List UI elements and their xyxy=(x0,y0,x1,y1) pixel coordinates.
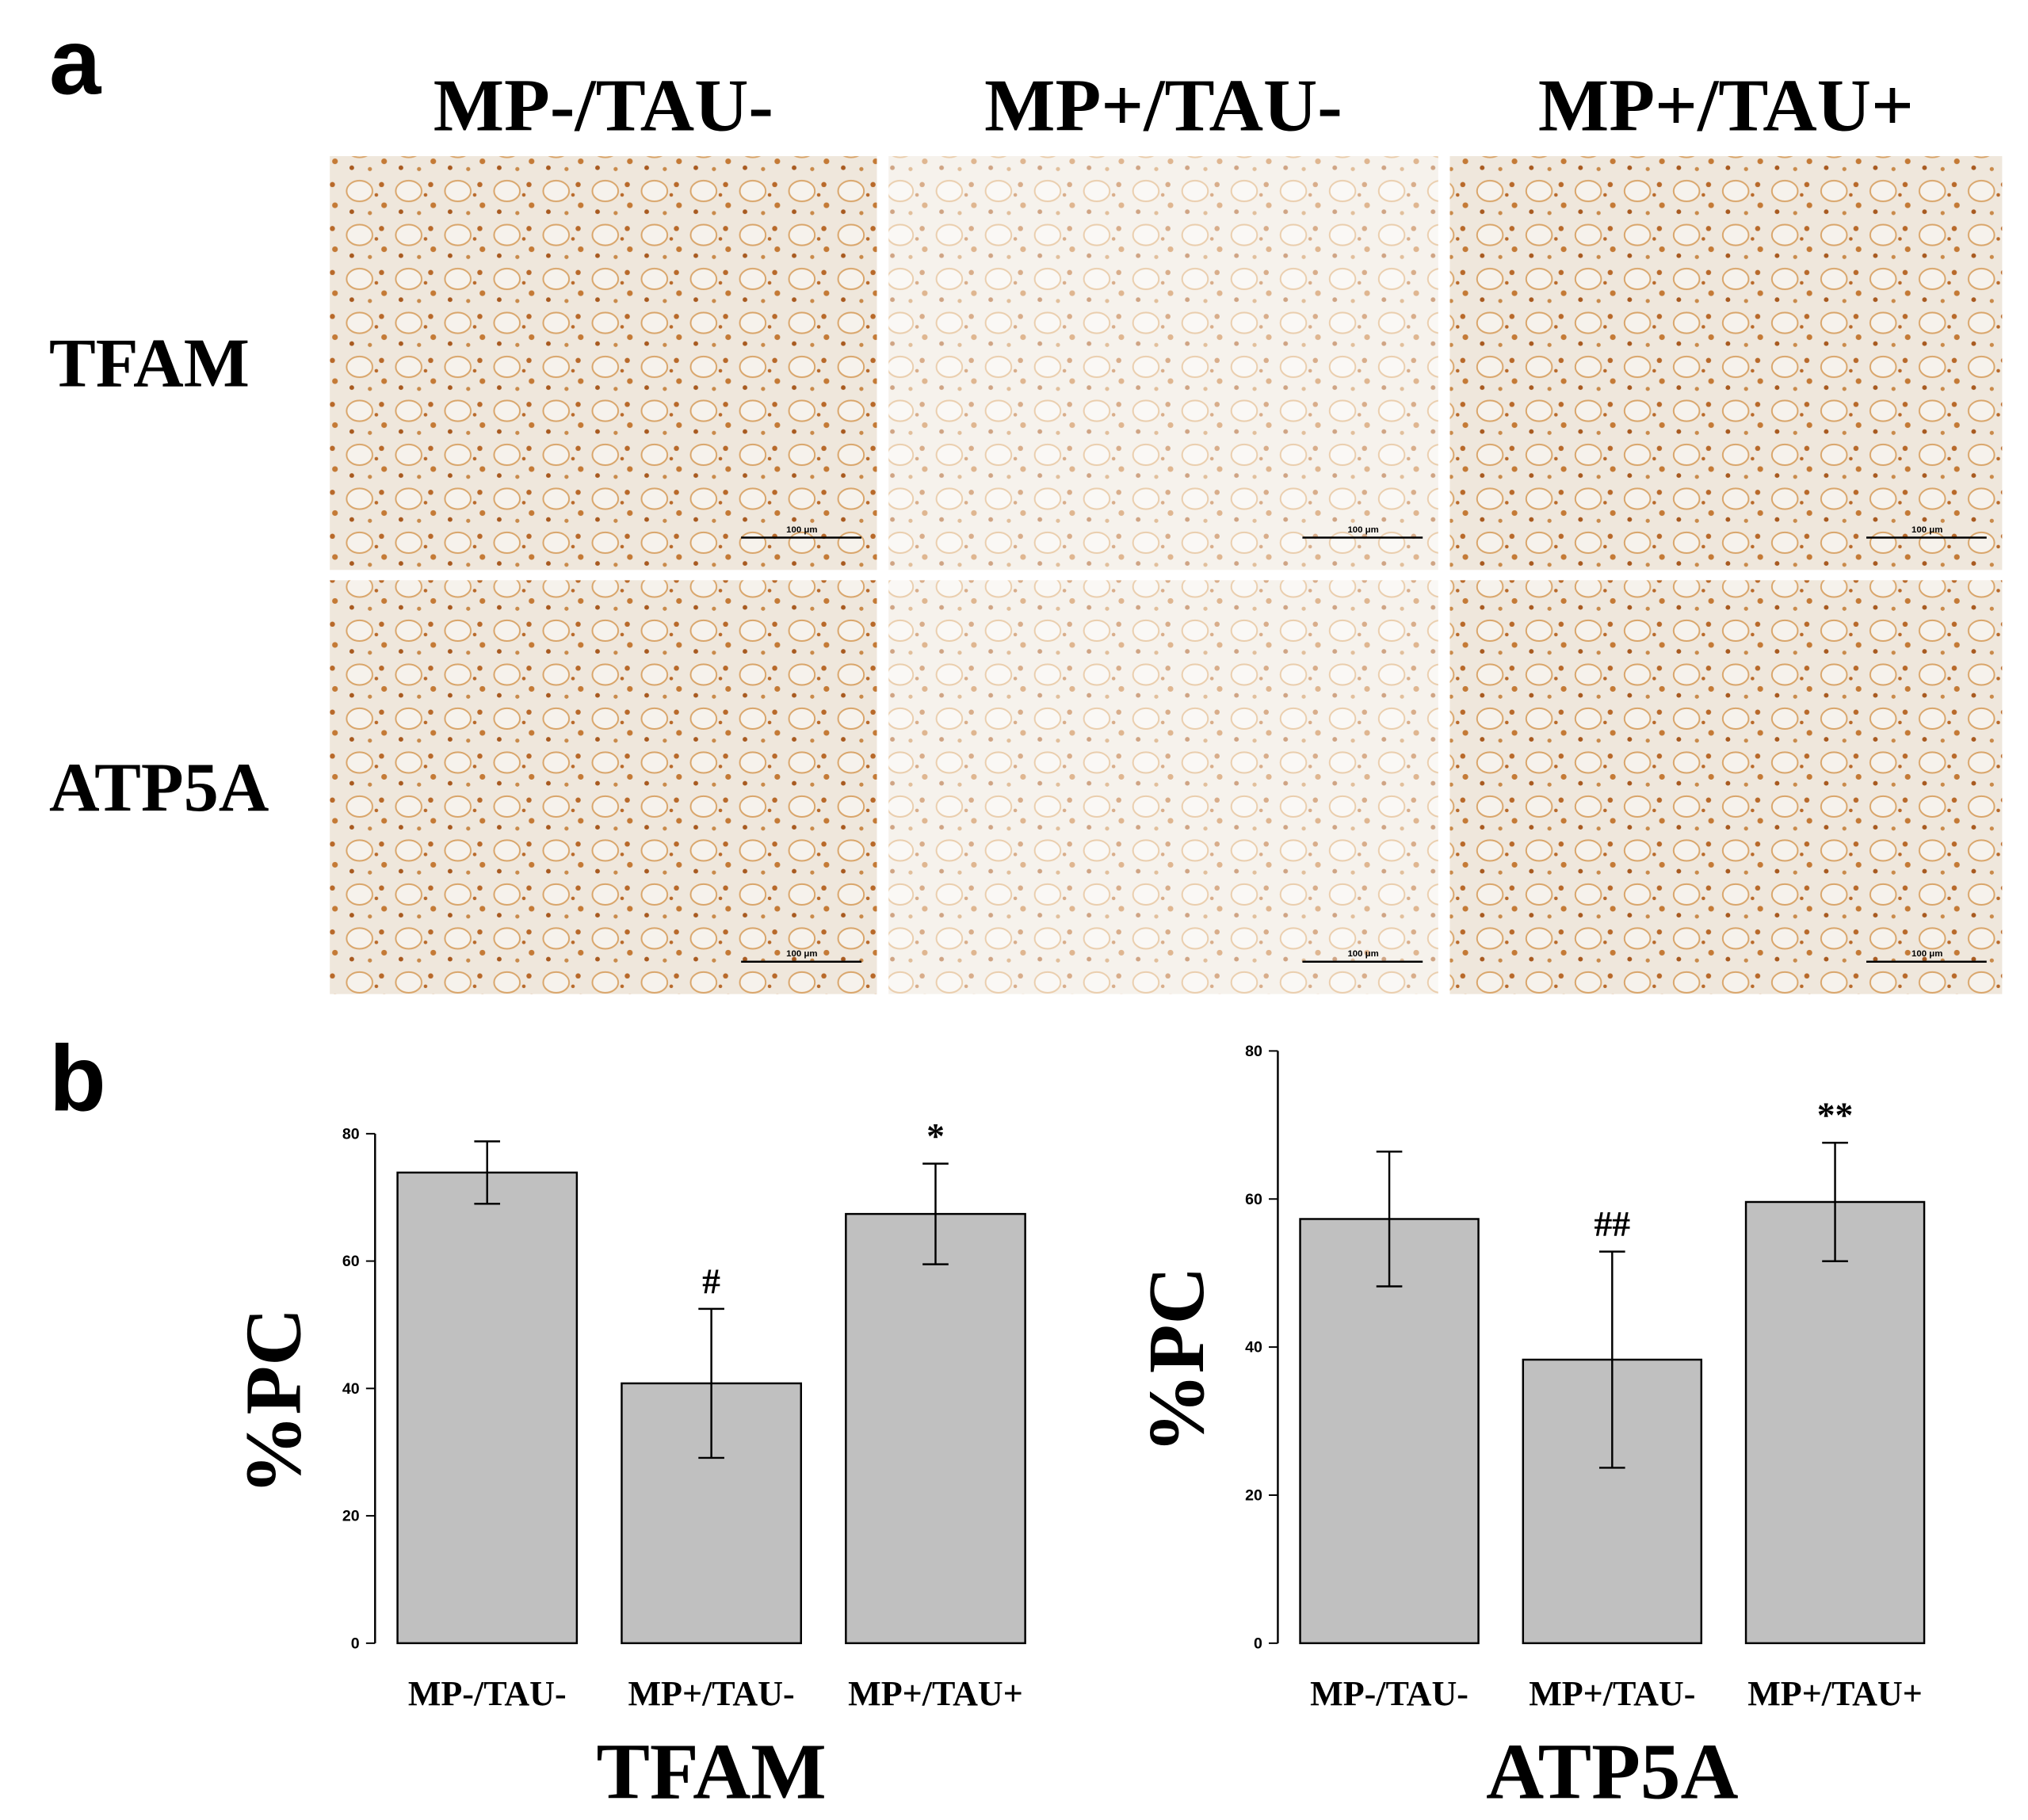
y-axis-title: %PC xyxy=(1132,1266,1220,1453)
annotation: # xyxy=(702,1261,720,1301)
y-tick-label: 20 xyxy=(1245,1487,1262,1505)
column-header: MP+/TAU+ xyxy=(1538,64,1914,147)
y-tick-label: 40 xyxy=(1245,1339,1262,1356)
x-tick-label: MP-/TAU- xyxy=(408,1674,567,1713)
bar xyxy=(1744,1200,1926,1645)
micrograph xyxy=(330,156,877,570)
y-tick-label: 20 xyxy=(342,1508,360,1525)
y-tick-label: 40 xyxy=(342,1380,360,1398)
annotation: ** xyxy=(1817,1095,1854,1135)
y-axis-title: %PC xyxy=(229,1308,318,1495)
panel-label: b xyxy=(49,1026,106,1130)
x-tick-label: MP+/TAU+ xyxy=(1747,1674,1923,1713)
scale-bar-label: 100 μm xyxy=(786,525,817,535)
row-label: ATP5A xyxy=(49,749,269,826)
micrograph xyxy=(888,580,1438,994)
micrograph xyxy=(330,580,877,994)
panel-label: a xyxy=(49,10,102,114)
bar xyxy=(1299,1218,1480,1645)
y-tick-label: 0 xyxy=(351,1635,360,1652)
scale-bar-label: 100 μm xyxy=(1347,525,1378,535)
x-axis-title: TFAM xyxy=(596,1727,826,1816)
x-tick-label: MP-/TAU- xyxy=(1310,1674,1468,1713)
scale-bar-label: 100 μm xyxy=(1912,525,1942,535)
scale-bar-label: 100 μm xyxy=(786,949,817,959)
y-tick-label: 0 xyxy=(1254,1635,1262,1652)
y-tick-label: 60 xyxy=(1245,1191,1262,1208)
x-tick-label: MP+/TAU+ xyxy=(848,1674,1023,1713)
micrograph xyxy=(1449,580,2003,994)
scale-bar-label: 100 μm xyxy=(1912,949,1942,959)
annotation: * xyxy=(926,1116,945,1156)
x-axis-title: ATP5A xyxy=(1486,1727,1738,1816)
annotation: ## xyxy=(1594,1204,1630,1244)
y-tick-label: 80 xyxy=(342,1125,360,1143)
x-tick-label: MP+/TAU- xyxy=(628,1674,794,1713)
scale-bar-label: 100 μm xyxy=(1347,949,1378,959)
bar xyxy=(845,1212,1026,1645)
micrograph xyxy=(1449,156,2003,570)
y-tick-label: 80 xyxy=(1245,1043,1262,1060)
x-tick-label: MP+/TAU- xyxy=(1529,1674,1695,1713)
row-label: TFAM xyxy=(49,325,250,403)
column-header: MP-/TAU- xyxy=(433,64,773,147)
y-tick-label: 60 xyxy=(342,1253,360,1270)
column-header: MP+/TAU- xyxy=(984,64,1342,147)
micrograph xyxy=(888,156,1438,570)
bar xyxy=(396,1171,579,1645)
